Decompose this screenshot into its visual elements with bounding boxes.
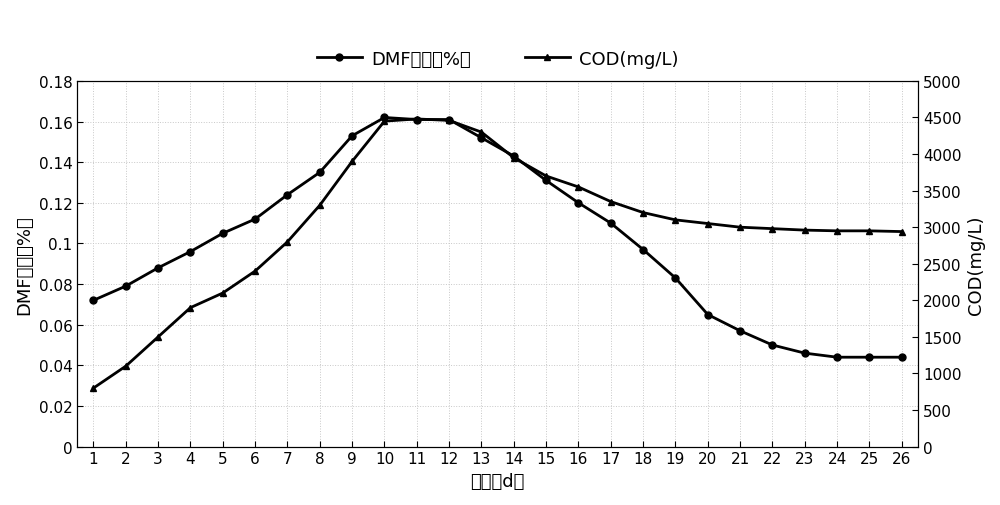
COD(mg/L) bbox=[637, 210, 649, 216]
DMF浓度（%） bbox=[314, 170, 326, 176]
Line: DMF浓度（%）: DMF浓度（%） bbox=[90, 115, 905, 361]
DMF浓度（%） bbox=[249, 217, 261, 223]
X-axis label: 天数（d）: 天数（d） bbox=[470, 472, 525, 490]
COD(mg/L) bbox=[314, 203, 326, 209]
DMF浓度（%） bbox=[87, 297, 99, 304]
DMF浓度（%） bbox=[475, 135, 487, 141]
Line: COD(mg/L): COD(mg/L) bbox=[90, 116, 905, 392]
DMF浓度（%） bbox=[669, 275, 681, 281]
COD(mg/L) bbox=[184, 305, 196, 311]
DMF浓度（%） bbox=[184, 249, 196, 255]
DMF浓度（%） bbox=[443, 117, 455, 123]
DMF浓度（%） bbox=[766, 342, 778, 348]
DMF浓度（%） bbox=[863, 355, 875, 361]
COD(mg/L) bbox=[831, 228, 843, 234]
COD(mg/L) bbox=[249, 269, 261, 275]
COD(mg/L) bbox=[863, 228, 875, 234]
COD(mg/L) bbox=[669, 218, 681, 224]
DMF浓度（%） bbox=[896, 355, 908, 361]
Y-axis label: DMF浓度（%）: DMF浓度（%） bbox=[15, 215, 33, 314]
DMF浓度（%） bbox=[605, 221, 617, 227]
COD(mg/L) bbox=[508, 156, 520, 162]
DMF浓度（%） bbox=[540, 178, 552, 184]
DMF浓度（%） bbox=[831, 355, 843, 361]
COD(mg/L) bbox=[702, 221, 714, 227]
COD(mg/L) bbox=[605, 199, 617, 205]
DMF浓度（%） bbox=[572, 200, 584, 207]
DMF浓度（%） bbox=[411, 117, 423, 123]
DMF浓度（%） bbox=[120, 283, 132, 289]
COD(mg/L) bbox=[734, 225, 746, 231]
DMF浓度（%） bbox=[217, 231, 229, 237]
DMF浓度（%） bbox=[702, 312, 714, 318]
COD(mg/L) bbox=[896, 229, 908, 235]
DMF浓度（%） bbox=[637, 247, 649, 253]
DMF浓度（%） bbox=[508, 154, 520, 160]
COD(mg/L) bbox=[443, 118, 455, 124]
COD(mg/L) bbox=[766, 226, 778, 232]
COD(mg/L) bbox=[346, 159, 358, 165]
COD(mg/L) bbox=[475, 130, 487, 136]
COD(mg/L) bbox=[540, 174, 552, 180]
COD(mg/L) bbox=[378, 119, 390, 125]
COD(mg/L) bbox=[281, 239, 293, 245]
DMF浓度（%） bbox=[799, 350, 811, 357]
Legend: DMF浓度（%）, COD(mg/L): DMF浓度（%）, COD(mg/L) bbox=[310, 43, 686, 76]
COD(mg/L) bbox=[572, 184, 584, 190]
COD(mg/L) bbox=[217, 290, 229, 296]
COD(mg/L) bbox=[411, 117, 423, 123]
COD(mg/L) bbox=[152, 334, 164, 340]
COD(mg/L) bbox=[799, 228, 811, 234]
COD(mg/L) bbox=[87, 385, 99, 391]
Y-axis label: COD(mg/L): COD(mg/L) bbox=[967, 215, 985, 314]
DMF浓度（%） bbox=[734, 328, 746, 334]
DMF浓度（%） bbox=[281, 192, 293, 198]
DMF浓度（%） bbox=[378, 115, 390, 121]
COD(mg/L) bbox=[120, 364, 132, 370]
DMF浓度（%） bbox=[152, 265, 164, 271]
DMF浓度（%） bbox=[346, 133, 358, 139]
